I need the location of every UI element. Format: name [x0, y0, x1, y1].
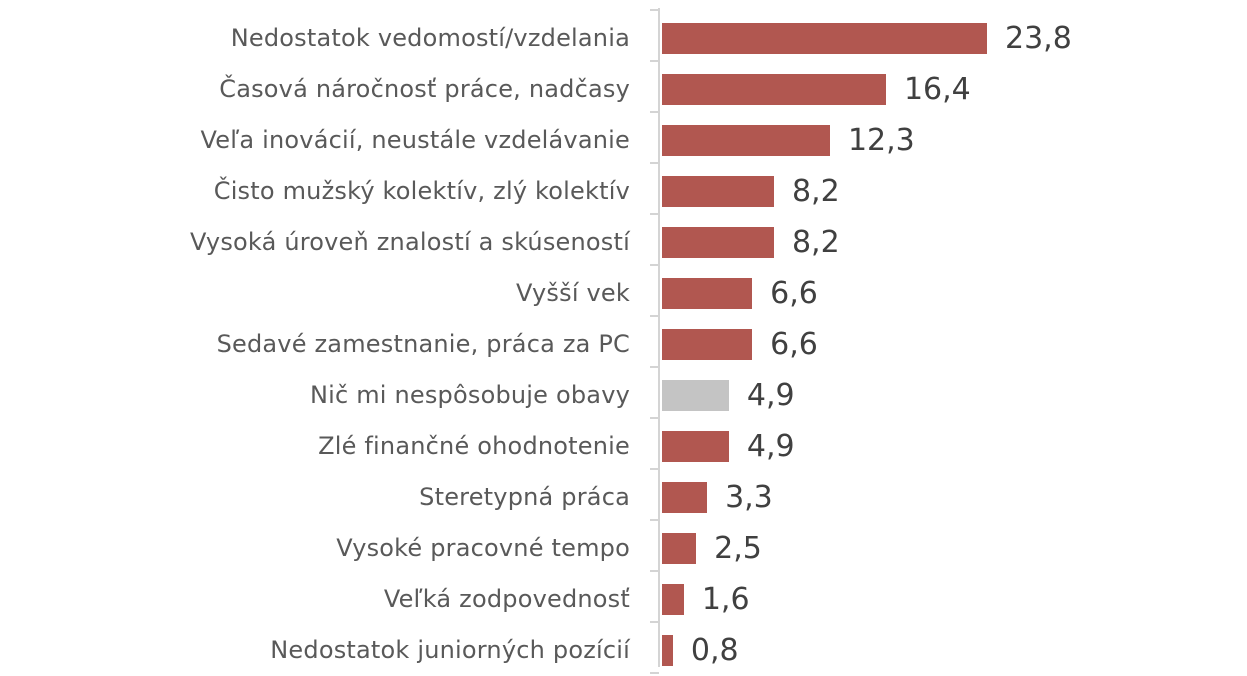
axis-tick	[650, 213, 659, 215]
bar	[662, 635, 673, 666]
value-label: 4,9	[746, 378, 795, 413]
bar-row: Nič mi nespôsobuje obavy 4,9	[0, 370, 1247, 421]
value-label: 23,8	[1005, 21, 1072, 56]
value-label: 0,8	[690, 633, 739, 668]
axis-tick	[650, 468, 659, 470]
bar-row: Veľa inovácií, neustále vzdelávanie 12,3	[0, 115, 1247, 166]
bar	[662, 74, 886, 105]
axis-tick	[650, 672, 659, 674]
axis-tick	[650, 621, 659, 623]
value-label: 6,6	[770, 276, 818, 311]
value-label: 4,9	[746, 429, 795, 464]
category-label: Veľká zodpovednosť	[383, 585, 630, 613]
bar	[662, 227, 774, 258]
category-label: Nedostatok juniorných pozícií	[270, 636, 630, 664]
bar-row: Čisto mužský kolektív, zlý kolektív 8,2	[0, 166, 1247, 217]
value-label: 8,2	[791, 174, 840, 209]
bar-row: Steretypná práca 3,3	[0, 472, 1247, 523]
axis-tick	[650, 60, 659, 62]
value-label: 3,3	[725, 480, 773, 515]
category-label: Časová náročnosť práce, nadčasy	[219, 75, 630, 103]
category-label: Nič mi nespôsobuje obavy	[309, 381, 630, 409]
bar	[662, 278, 753, 309]
bar-row: Časová náročnosť práce, nadčasy 16,4	[0, 64, 1247, 115]
bar	[662, 23, 987, 54]
bar	[662, 380, 729, 411]
bar-row: Veľká zodpovednosť 1,6	[0, 574, 1247, 625]
category-label: Čisto mužský kolektív, zlý kolektív	[213, 177, 630, 205]
axis-tick	[650, 9, 659, 11]
category-label: Steretypná práca	[419, 483, 630, 511]
bar-row: Zlé finančné ohodnotenie 4,9	[0, 421, 1247, 472]
bar-row: Vyšší vek 6,6	[0, 268, 1247, 319]
value-label: 1,6	[701, 582, 750, 617]
bar-row: Vysoká úroveň znalostí a skúseností 8,2	[0, 217, 1247, 268]
category-label: Sedavé zamestnanie, práca za PC	[216, 330, 630, 358]
category-label: Veľa inovácií, neustále vzdelávanie	[200, 126, 630, 154]
axis-tick	[650, 315, 659, 317]
category-axis-line	[658, 8, 660, 667]
bar	[662, 125, 830, 156]
value-label: 16,4	[903, 72, 971, 107]
axis-tick	[650, 111, 659, 113]
bar	[662, 329, 753, 360]
axis-tick	[650, 570, 659, 572]
bar-row: Nedostatok juniorných pozícií 0,8	[0, 625, 1247, 676]
category-label: Vyšší vek	[516, 279, 630, 307]
axis-tick	[650, 366, 659, 368]
axis-tick	[650, 519, 659, 521]
value-label: 8,2	[791, 225, 840, 260]
bar	[662, 176, 774, 207]
axis-tick	[650, 264, 659, 266]
bar	[662, 533, 697, 564]
axis-tick	[650, 417, 659, 419]
bar-row: Sedavé zamestnanie, práca za PC 6,6	[0, 319, 1247, 370]
category-label: Vysoké pracovné tempo	[336, 534, 630, 562]
bar-row: Nedostatok vedomostí/vzdelania 23,8	[0, 13, 1247, 64]
value-label: 12,3	[847, 123, 915, 158]
category-label: Nedostatok vedomostí/vzdelania	[230, 24, 630, 52]
value-label: 2,5	[714, 531, 762, 566]
bar	[662, 482, 708, 513]
bar	[662, 584, 684, 615]
value-label: 6,6	[770, 327, 818, 362]
category-label: Zlé finančné ohodnotenie	[318, 432, 630, 460]
axis-tick	[650, 162, 659, 164]
bar	[662, 431, 729, 462]
bar-row: Vysoké pracovné tempo 2,5	[0, 523, 1247, 574]
category-label: Vysoká úroveň znalostí a skúseností	[189, 228, 630, 256]
